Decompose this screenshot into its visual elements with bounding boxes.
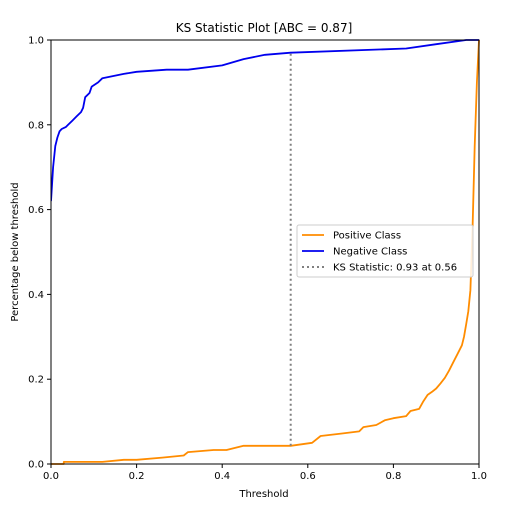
- y-axis-label: Percentage below threshold: [10, 182, 21, 321]
- y-tick-label: 1.0: [28, 36, 44, 47]
- series-line-2: [51, 40, 479, 201]
- x-tick-label: 0.2: [129, 471, 145, 482]
- x-axis-label: Threshold: [238, 489, 288, 500]
- chart-title: KS Statistic Plot [ABC = 0.87]: [176, 21, 353, 35]
- legend: Positive Class Negative Class KS Statistic…: [297, 225, 473, 277]
- y-tick-label: 0.4: [28, 290, 44, 301]
- x-tick-label: 1.0: [471, 471, 487, 482]
- y-tick-label: 0.8: [28, 120, 44, 131]
- y-tick-label: 0.2: [28, 375, 44, 386]
- legend-entry-3: KS Statistic: 0.93 at 0.56: [333, 263, 457, 274]
- x-tick-label: 0.8: [385, 471, 401, 482]
- x-tick-label: 0.4: [214, 471, 230, 482]
- legend-entry-1: Positive Class: [333, 231, 401, 242]
- x-tick-label: 0.6: [300, 471, 316, 482]
- y-tick-label: 0.0: [28, 460, 44, 471]
- y-tick-label: 0.6: [28, 205, 44, 216]
- x-tick-label: 0.0: [43, 471, 59, 482]
- legend-entry-2: Negative Class: [333, 247, 407, 258]
